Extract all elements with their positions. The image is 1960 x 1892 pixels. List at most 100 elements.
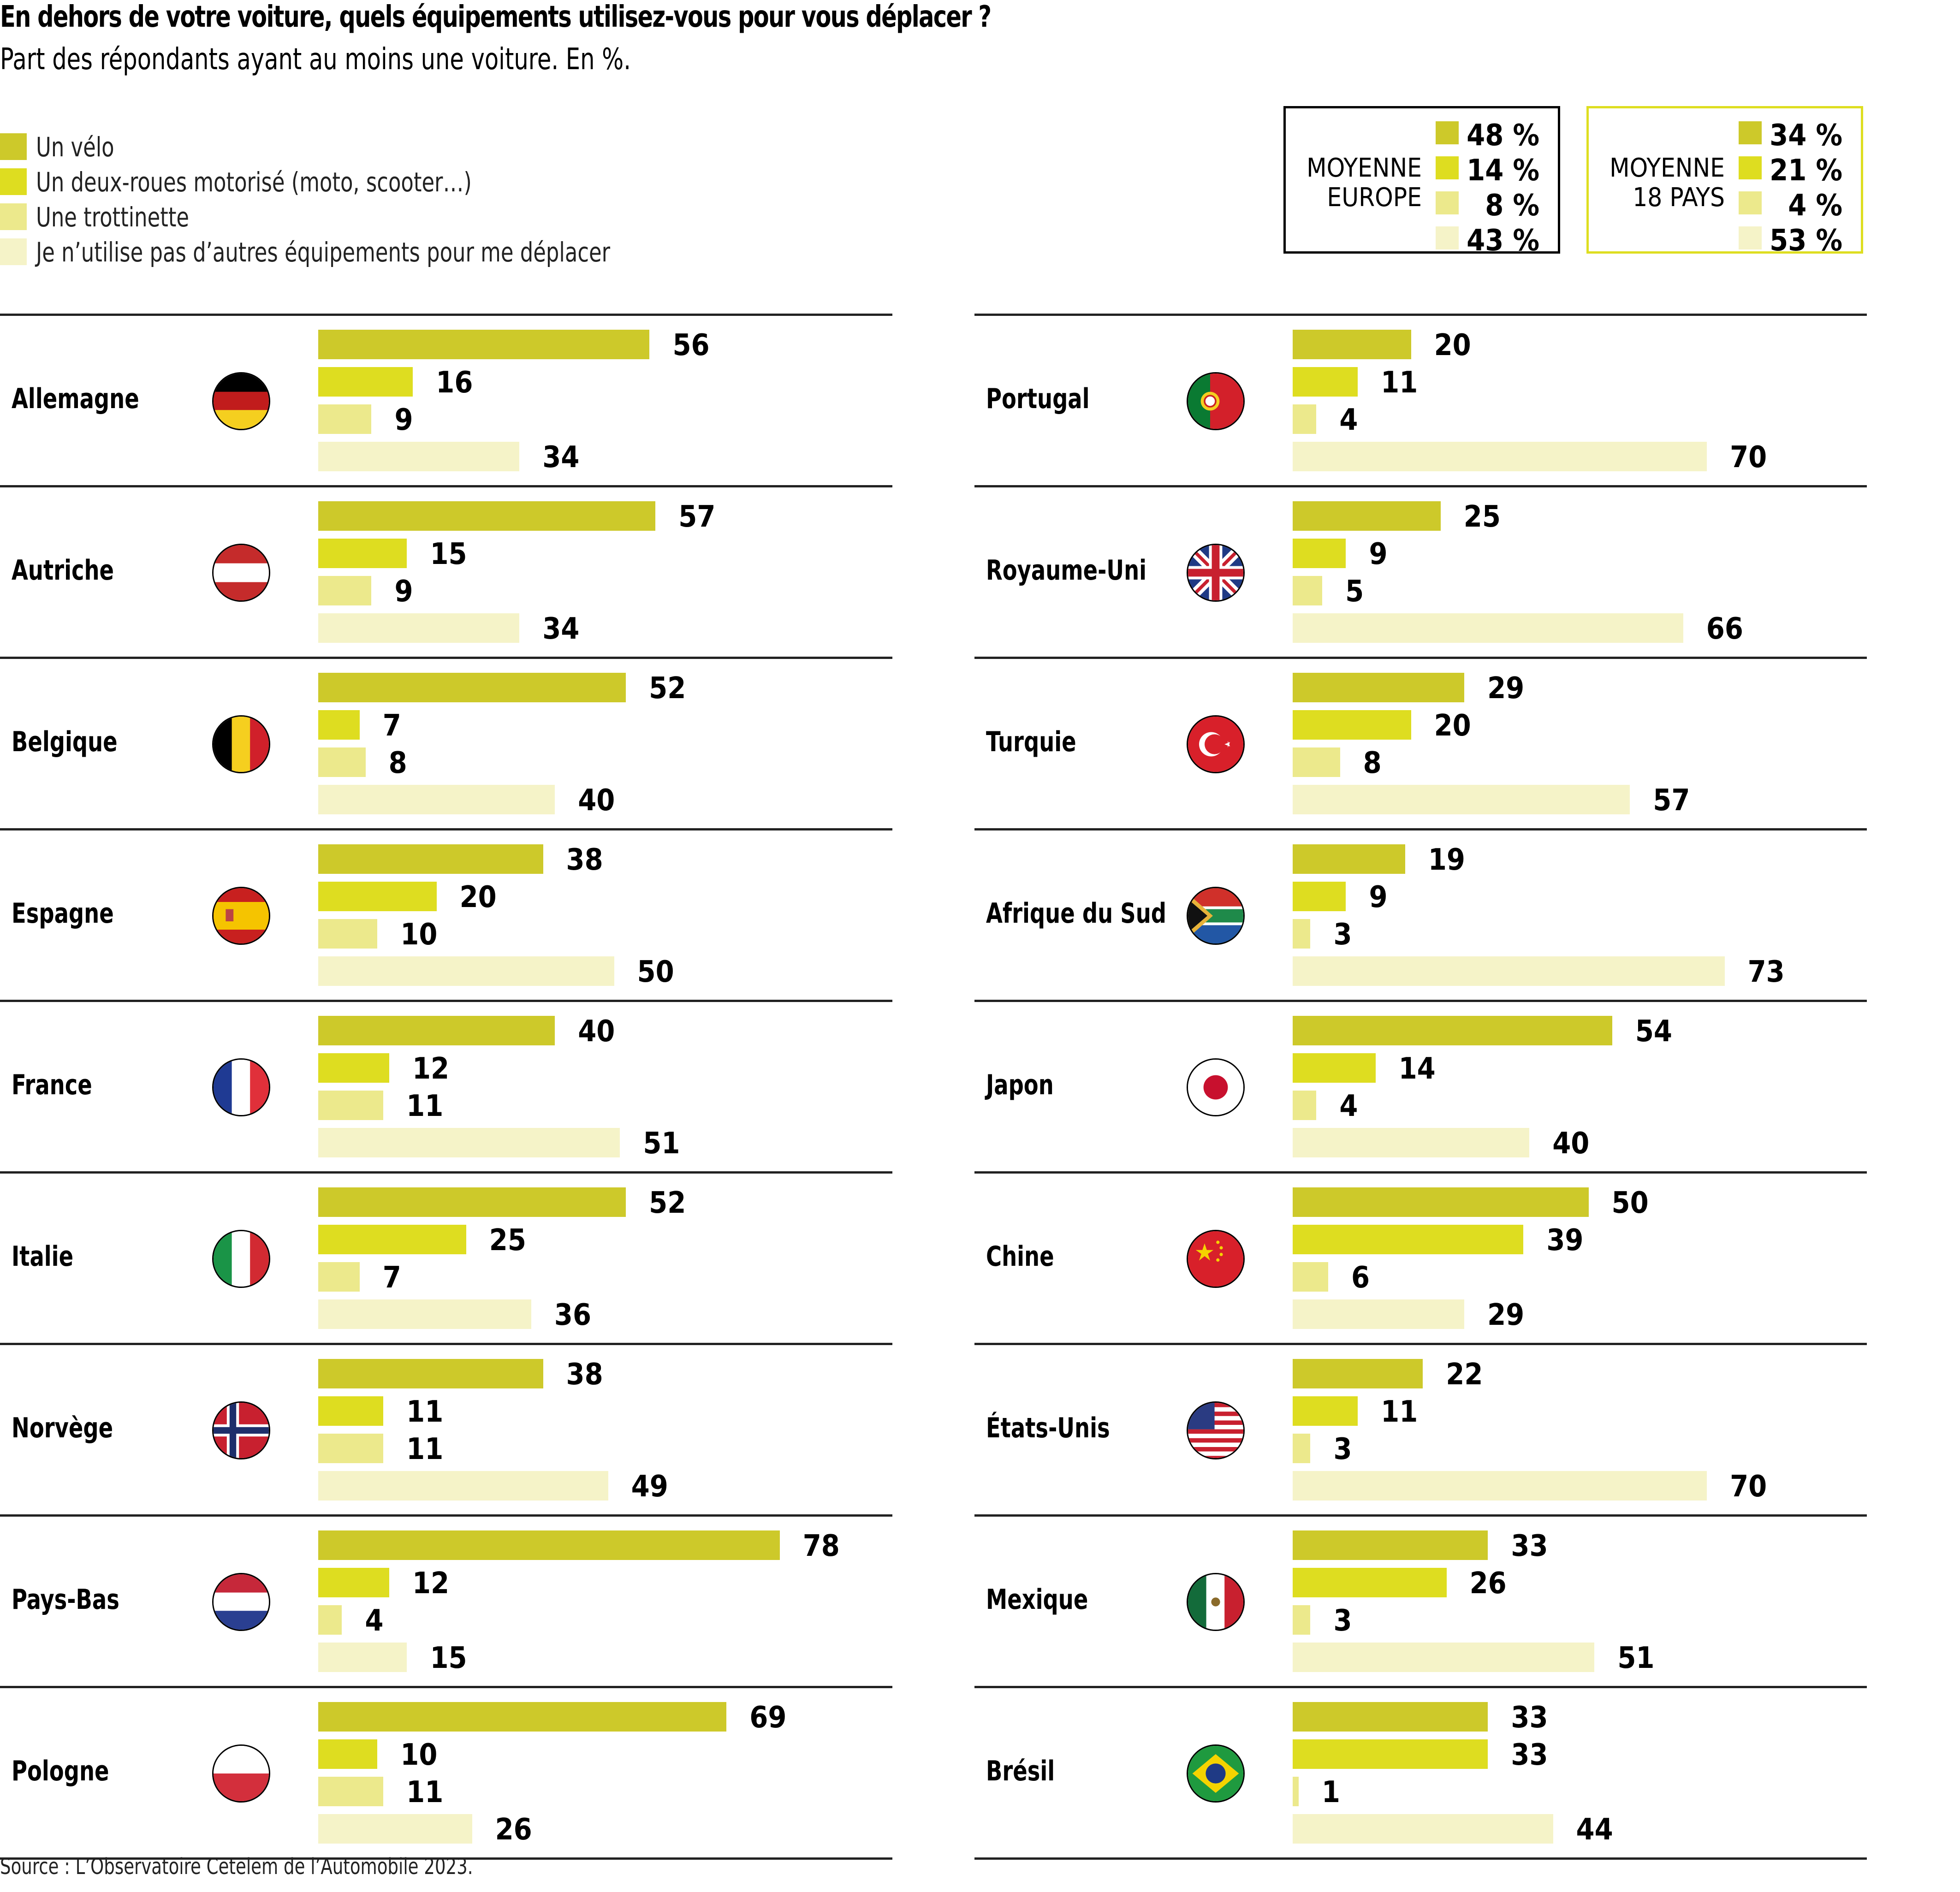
italy-flag-icon — [212, 1230, 270, 1288]
average-swatch — [1739, 121, 1762, 144]
country-name: Chine — [986, 1240, 1054, 1273]
bar-aucun — [1293, 956, 1725, 986]
bar-deux-roues — [318, 1739, 378, 1769]
bar-value-label: 19 — [1428, 843, 1465, 877]
average-value: 21 % — [1770, 154, 1842, 188]
country-row: Mexique 33 26 3 51 — [974, 1514, 1867, 1686]
bar-deux-roues — [1293, 882, 1346, 911]
bar-aucun — [318, 1128, 620, 1157]
bar-aucun — [1293, 1643, 1595, 1672]
bar-value-label: 38 — [566, 1358, 603, 1392]
country-name: Portugal — [986, 383, 1090, 415]
bar-aucun — [1293, 785, 1630, 814]
mexico-flag-icon — [1187, 1573, 1245, 1631]
bar-aucun — [318, 1471, 608, 1501]
average-value: 34 % — [1770, 119, 1842, 153]
bar-deux-roues — [1293, 1053, 1376, 1083]
china-flag-icon — [1187, 1230, 1245, 1288]
bar-velo — [318, 1530, 780, 1560]
bar-velo — [318, 844, 543, 874]
bar-value-label: 20 — [1434, 328, 1471, 362]
bar-value-label: 26 — [1469, 1566, 1507, 1601]
bar-velo — [318, 673, 626, 702]
bar-aucun — [318, 1299, 531, 1329]
bar-aucun — [1293, 1128, 1530, 1157]
bar-value-label: 11 — [1381, 366, 1418, 400]
japan-flag-icon — [1187, 1058, 1245, 1116]
country-name: Turquie — [986, 726, 1076, 758]
bar-value-label: 15 — [430, 537, 467, 571]
country-row: Belgique 52 7 8 40 — [0, 657, 892, 828]
bar-value-label: 38 — [566, 843, 603, 877]
country-name: Royaume-Uni — [986, 554, 1147, 587]
bar-value-label: 39 — [1546, 1223, 1584, 1257]
bar-trottinette — [318, 1434, 384, 1463]
bar-trottinette — [1293, 747, 1340, 777]
bar-value-label: 33 — [1511, 1529, 1548, 1563]
netherlands-flag-icon — [212, 1573, 270, 1631]
bar-value-label: 11 — [406, 1089, 444, 1123]
legend-swatch-aucun — [0, 238, 27, 265]
bar-value-label: 3 — [1333, 1432, 1352, 1466]
country-row: Turquie 29 20 8 57 — [974, 657, 1867, 828]
bar-value-label: 1 — [1321, 1775, 1340, 1809]
bar-value-label: 11 — [406, 1432, 444, 1466]
legend-label: Une trottinette — [36, 202, 190, 233]
bar-velo — [1293, 1702, 1488, 1732]
bar-value-label: 34 — [542, 612, 580, 646]
bar-value-label: 8 — [388, 746, 407, 780]
country-row: Chine 50 39 6 29 — [974, 1171, 1867, 1343]
bar-value-label: 10 — [400, 1738, 438, 1772]
bar-deux-roues — [318, 882, 437, 911]
average-swatch — [1436, 156, 1459, 179]
bar-deux-roues — [318, 1396, 384, 1426]
divider — [974, 1857, 1867, 1860]
bar-aucun — [1293, 1814, 1553, 1844]
bar-deux-roues — [318, 367, 413, 397]
average-swatch — [1436, 226, 1459, 249]
bar-value-label: 69 — [749, 1701, 787, 1735]
country-row: Autriche 57 15 9 34 — [0, 485, 892, 657]
average-title-line: MOYENNE — [1610, 153, 1725, 183]
country-name: Norvège — [12, 1412, 113, 1444]
bar-velo — [318, 1359, 543, 1388]
chart-title: En dehors de votre voiture, quels équipe… — [0, 0, 992, 34]
bar-value-label: 3 — [1333, 1604, 1352, 1638]
bar-value-label: 6 — [1351, 1261, 1370, 1295]
usa-flag-icon — [1187, 1401, 1245, 1459]
uk-flag-icon — [1187, 544, 1245, 602]
bar-value-label: 12 — [412, 1566, 450, 1601]
bar-trottinette — [1293, 1262, 1328, 1292]
country-name: Autriche — [12, 554, 114, 587]
average-18-pays-title: MOYENNE 18 PAYS — [1610, 154, 1725, 213]
bar-value-label: 50 — [637, 955, 674, 989]
belgium-flag-icon — [212, 715, 270, 773]
bar-value-label: 70 — [1730, 440, 1767, 474]
bar-value-label: 57 — [1653, 783, 1690, 818]
bar-aucun — [1293, 1471, 1707, 1501]
bar-value-label: 16 — [436, 366, 473, 400]
bar-deux-roues — [1293, 1568, 1447, 1597]
turkey-flag-icon — [1187, 715, 1245, 773]
bar-value-label: 9 — [394, 403, 413, 437]
average-value: 48 % — [1467, 119, 1539, 153]
poland-flag-icon — [212, 1744, 270, 1803]
average-18-pays-box: MOYENNE 18 PAYS 34 % 21 % 4 % 53 % — [1586, 106, 1863, 258]
country-row: Pologne 69 10 11 26 — [0, 1686, 892, 1857]
bar-value-label: 33 — [1511, 1701, 1548, 1735]
germany-flag-icon — [212, 372, 270, 430]
bar-trottinette — [318, 1777, 384, 1806]
bar-trottinette — [318, 747, 366, 777]
bar-aucun — [318, 956, 614, 986]
bar-aucun — [1293, 1299, 1465, 1329]
divider — [0, 1857, 892, 1860]
bar-value-label: 51 — [643, 1127, 680, 1161]
country-row: Japon 54 14 4 40 — [974, 1000, 1867, 1171]
average-swatch — [1739, 226, 1762, 249]
bar-velo — [318, 1187, 626, 1217]
bar-value-label: 11 — [1381, 1395, 1418, 1429]
bar-value-label: 70 — [1730, 1470, 1767, 1504]
bar-velo — [1293, 501, 1441, 531]
bar-value-label: 29 — [1487, 671, 1525, 706]
average-value: 8 % — [1485, 189, 1539, 223]
